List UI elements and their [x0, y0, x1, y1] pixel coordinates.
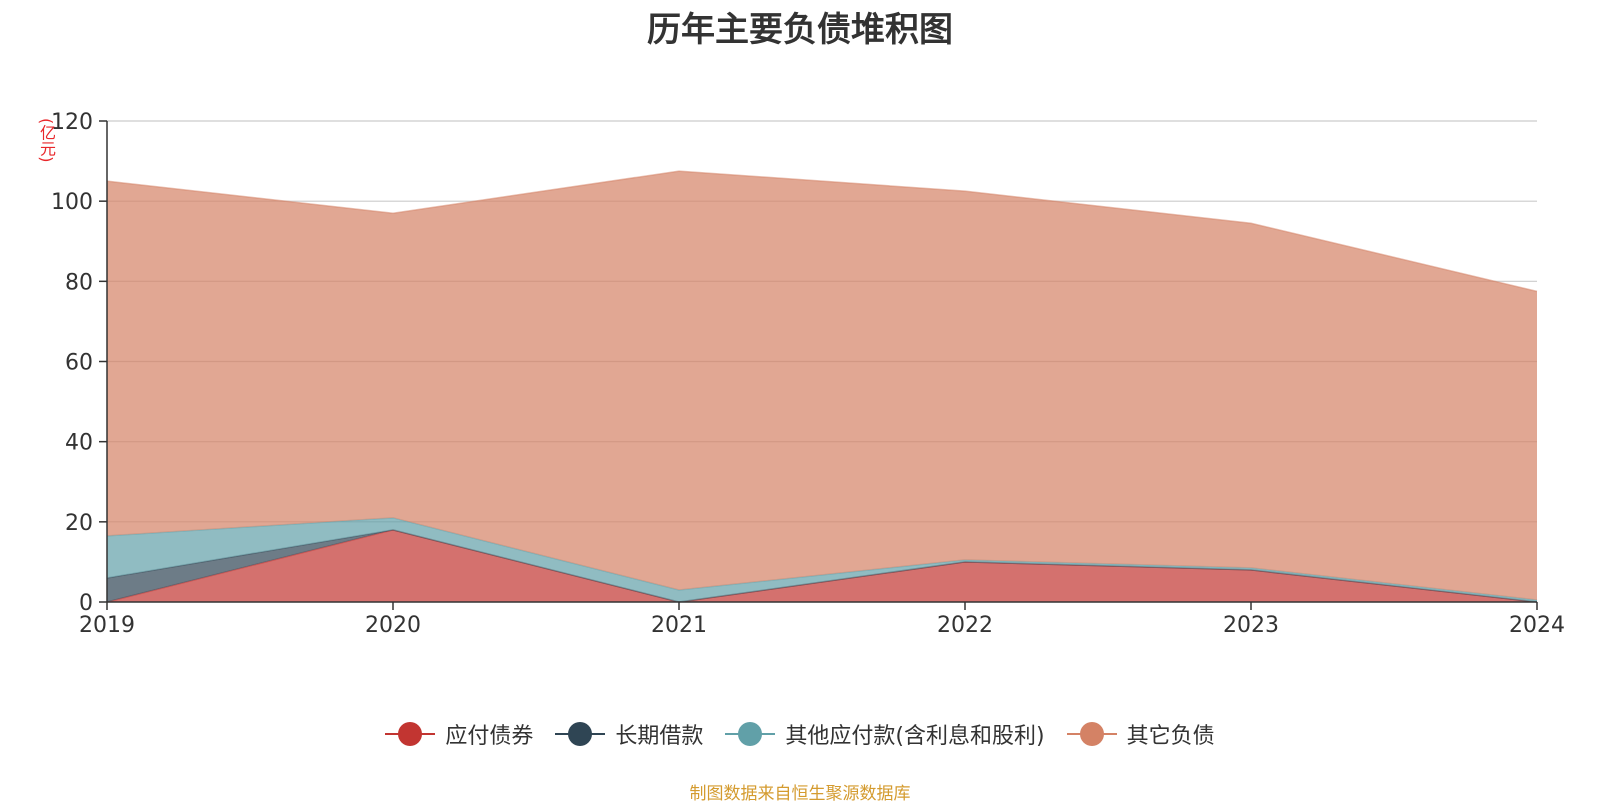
legend-marker-icon [725, 721, 776, 747]
legend: 应付债券 长期借款 其他应付款(含利息和股利) 其它负债 [0, 718, 1600, 750]
legend-marker-icon [555, 721, 606, 747]
chart-title: 历年主要负债堆积图 [647, 10, 953, 50]
y-tick-label: 0 [79, 591, 93, 616]
y-tick-label: 120 [51, 110, 93, 135]
legend-label: 应付债券 [445, 724, 534, 749]
y-tick-label: 40 [65, 431, 93, 456]
y-axis-unit-label: (亿元) [37, 118, 56, 163]
legend-marker-icon [385, 721, 436, 747]
y-tick-label: 100 [51, 190, 93, 215]
area-series [106, 170, 1538, 603]
area-series-1 [107, 529, 1537, 602]
x-tick-label: 2021 [651, 613, 707, 638]
y-tick-label: 20 [65, 511, 93, 536]
legend-item-4[interactable]: 其它负债 [1066, 718, 1215, 750]
legend-item-3[interactable]: 其他应付款(含利息和股利) [725, 718, 1045, 750]
y-tick-label: 80 [65, 270, 93, 295]
series-line-4 [106, 170, 1538, 293]
legend-item-1[interactable]: 应付债券 [385, 718, 533, 750]
x-tick-label: 2022 [937, 613, 993, 638]
x-tick-label: 2024 [1509, 613, 1565, 638]
x-tick-label: 2020 [365, 613, 421, 638]
x-tick-label: 2019 [79, 613, 135, 638]
legend-label: 长期借款 [615, 724, 704, 749]
area-series-3 [107, 517, 1537, 602]
source-note: 制图数据来自恒生聚源数据库 [689, 784, 911, 804]
area-series-4 [107, 171, 1537, 600]
legend-item-2[interactable]: 长期借款 [555, 718, 703, 750]
y-tick-label: 60 [65, 351, 93, 376]
legend-marker-icon [1066, 721, 1117, 747]
axes: 0 20 40 60 80 100 120 2019 2020 2021 2022 2023 2024 [51, 110, 1565, 638]
x-tick-label: 2023 [1223, 613, 1279, 638]
legend-label: 其他应付款(含利息和股利) [785, 724, 1045, 749]
legend-label: 其它负债 [1126, 724, 1215, 749]
